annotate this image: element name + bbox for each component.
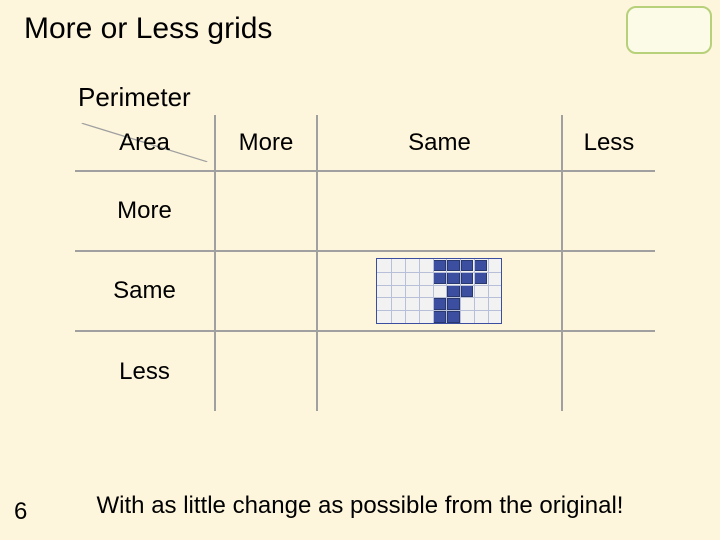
shape-square [474, 272, 487, 284]
col-header-more: More [215, 115, 317, 171]
cell-same-same [317, 251, 562, 331]
row-header-more: More [75, 171, 215, 251]
shape-square [447, 285, 460, 297]
cell-more-same [317, 171, 562, 251]
cell-more-more [215, 171, 317, 251]
shape-square [461, 260, 474, 272]
cell-same-more [215, 251, 317, 331]
page-title: More or Less grids [24, 12, 272, 46]
area-axis-label: Area [75, 115, 215, 171]
shape-square [433, 311, 446, 323]
corner-decoration [626, 6, 712, 54]
cell-more-less [562, 171, 655, 251]
row-header-less: Less [75, 331, 215, 411]
tetromino-shape [376, 258, 502, 324]
shape-square [433, 260, 446, 272]
shape-square [461, 285, 474, 297]
shape-square [461, 272, 474, 284]
cell-less-more [215, 331, 317, 411]
more-less-table: Area More Same Less More Same Less [75, 115, 655, 411]
shape-square [447, 298, 460, 310]
shape-square [433, 272, 446, 284]
shape-square [474, 260, 487, 272]
row-header-same: Same [75, 251, 215, 331]
shape-square [447, 260, 460, 272]
shape-square [447, 272, 460, 284]
cell-less-less [562, 331, 655, 411]
cell-same-less [562, 251, 655, 331]
footer-caption: With as little change as possible from t… [0, 492, 720, 520]
col-header-less: Less [562, 115, 655, 171]
perimeter-axis-label: Perimeter [78, 82, 191, 113]
col-header-same: Same [317, 115, 562, 171]
shape-square [447, 311, 460, 323]
cell-less-same [317, 331, 562, 411]
shape-square [433, 298, 446, 310]
